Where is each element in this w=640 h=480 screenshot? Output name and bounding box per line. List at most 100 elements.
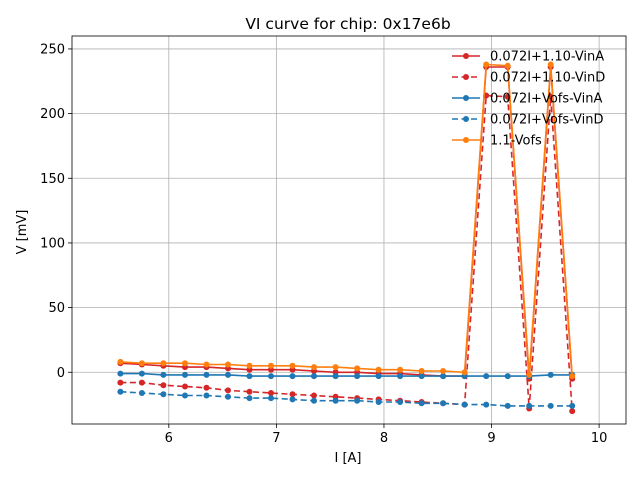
legend-swatch-marker [463,53,469,59]
legend-item: 0.072I+1.10-VinD [452,71,605,86]
y-tick-label: 50 [48,301,65,316]
data-point [332,397,339,404]
data-point [160,360,167,367]
data-point [504,402,511,409]
data-point [504,62,511,69]
data-point [268,373,274,380]
legend-label: 0.072I+1.10-VinD [490,71,605,86]
data-point [117,358,124,365]
data-point [138,360,145,367]
data-point [375,366,382,373]
data-point [311,364,317,371]
data-point [354,365,361,372]
data-point [203,371,210,378]
data-point [268,362,274,369]
series-line [120,66,573,380]
data-point [246,362,253,369]
data-point [440,400,447,407]
legend-swatch-marker [463,95,469,101]
data-point [203,392,210,399]
legend-item: 1.1-Vofs [452,134,542,149]
data-point [225,371,231,378]
data-point [203,361,210,368]
series-0-072i-vofs-vina [117,370,576,380]
data-point [246,388,253,395]
data-point [268,395,274,402]
plot-frame [71,35,627,425]
data-point [354,373,361,380]
data-point [182,360,188,367]
data-point [311,392,317,399]
data-point [182,383,188,390]
data-point [311,397,317,404]
data-point [117,370,124,377]
data-point [332,373,339,380]
data-point [332,364,339,371]
data-point [117,388,124,395]
x-tick-label: 7 [272,431,280,446]
legend-swatch-marker [463,137,469,143]
series-line [120,63,573,377]
data-point [440,368,447,374]
legend-swatch-marker [463,116,469,122]
legend-label: 0.072I+Vofs-VinA [490,92,603,107]
x-tick-label: 10 [591,431,608,446]
data-point [547,61,554,68]
y-tick-label: 150 [40,172,65,187]
chart-title: VI curve for chip: 0x17e6b [245,15,450,33]
legend: 0.072I+1.10-VinA 0.072I+1.10-VinD 0.072I+V… [452,50,605,149]
series-line [120,94,573,412]
data-point [160,382,167,389]
data-point [203,384,210,391]
x-tick-label: 9 [487,431,495,446]
data-point [526,402,533,409]
data-point [225,393,231,400]
data-point [418,400,425,407]
data-point [182,371,188,378]
data-point [138,390,145,396]
legend-label: 0.072I+1.10-VinA [490,50,604,65]
data-point [289,362,296,369]
data-point [246,395,253,402]
y-axis-label: V [mV] [15,210,30,255]
data-point [354,397,361,404]
data-point [397,366,404,373]
y-tick-label: 0 [57,366,65,381]
legend-label: 1.1-Vofs [490,134,542,149]
legend-item: 0.072I+1.10-VinA [452,50,604,65]
y-tick-label: 250 [40,42,65,57]
data-point [483,373,490,380]
x-axis: 6 7 8 9 10 [165,424,608,446]
data-point [483,61,490,68]
grid [72,36,626,424]
data-point [461,401,468,408]
y-tick-label: 100 [40,236,65,251]
x-axis-label: I [A] [334,451,361,466]
data-point [547,371,554,378]
series-layer [117,61,576,415]
legend-label: 0.072I+Vofs-VinD [490,113,604,128]
data-point [526,371,533,378]
data-point [569,373,576,380]
data-point [397,373,404,380]
y-axis: 0 50 100 150 200 250 [40,42,72,381]
series-1-1-vofs [117,61,576,380]
data-point [418,373,425,380]
data-point [440,373,447,380]
data-point [246,373,253,380]
x-tick-label: 8 [380,431,388,446]
data-point [397,399,404,405]
data-point [569,408,576,415]
data-point [375,399,382,405]
legend-item: 0.072I+Vofs-VinD [452,113,604,128]
data-point [375,373,382,380]
data-point [547,402,554,409]
series-line [120,372,573,377]
data-point [160,391,167,398]
data-point [289,373,296,380]
legend-swatch-marker [463,74,469,80]
data-point [289,391,296,398]
legend-item: 0.072I+Vofs-VinA [452,92,603,107]
data-point [483,401,490,408]
